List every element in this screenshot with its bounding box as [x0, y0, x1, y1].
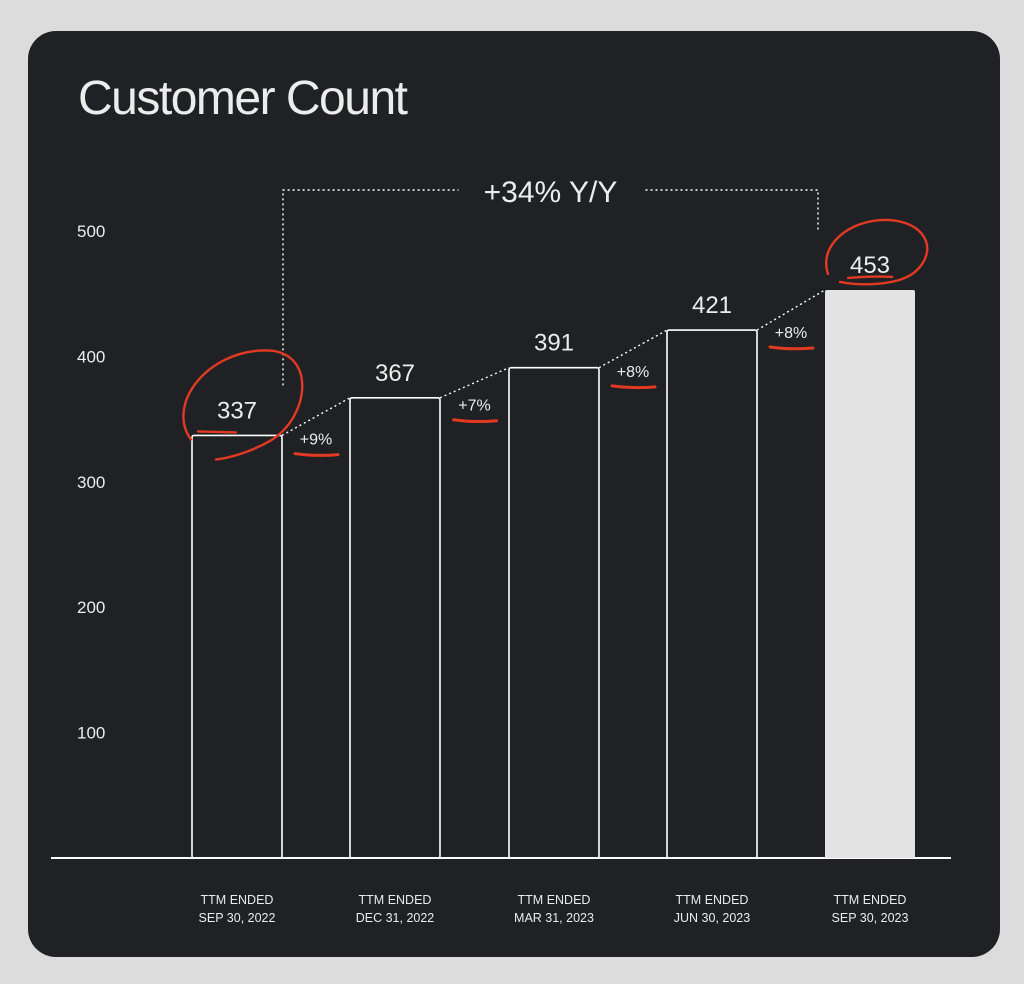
y-tick-label: 300 [77, 473, 105, 492]
bar [666, 329, 758, 859]
growth-underline-annotation [610, 384, 657, 390]
growth-underline-annotation [293, 452, 340, 457]
yoy-growth-label: +34% Y/Y [484, 176, 618, 209]
yoy-bracket-left [282, 189, 459, 386]
value-circle-annotation [182, 349, 304, 461]
bar [508, 366, 600, 859]
growth-connector-line [756, 289, 826, 331]
x-tick-label: SEP 30, 2022 [199, 911, 276, 925]
growth-label: +7% [458, 398, 490, 415]
bar [825, 289, 915, 858]
x-tick-label: SEP 30, 2023 [832, 911, 909, 925]
customer-count-chart: 100 200 300 400 500 337 TTM ENDED SEP 30, 2022 3… [51, 176, 951, 925]
x-tick-label: MAR 31, 2023 [514, 911, 594, 925]
bar-value-label: 391 [534, 330, 574, 357]
bar-value-label: 421 [692, 292, 732, 319]
growth-label: +9% [300, 432, 332, 449]
growth-connector-line [281, 397, 351, 437]
growth-connector-line [439, 367, 510, 399]
x-tick-label: TTM ENDED [676, 893, 749, 907]
chart-card: Customer Count 100 200 300 400 500 337 TTM END… [28, 31, 1000, 957]
y-tick-label: 500 [77, 222, 105, 241]
y-tick-label: 100 [77, 724, 105, 743]
growth-underline-annotation [768, 345, 815, 351]
x-tick-label: JUN 30, 2023 [674, 911, 750, 925]
value-circle-annotation [825, 218, 929, 286]
y-tick-label: 400 [77, 347, 105, 366]
bar-value-label: 337 [217, 397, 257, 424]
x-tick-label: TTM ENDED [834, 893, 907, 907]
yoy-bracket-right [645, 189, 819, 230]
growth-connector-line [598, 329, 668, 369]
bar [191, 434, 283, 859]
chart-title: Customer Count [78, 72, 408, 125]
x-tick-label: DEC 31, 2022 [356, 911, 435, 925]
x-tick-label: TTM ENDED [359, 893, 432, 907]
x-tick-label: TTM ENDED [201, 893, 274, 907]
bar [349, 396, 441, 859]
x-tick-label: TTM ENDED [518, 893, 591, 907]
value-underline-annotation [846, 275, 894, 280]
growth-label: +8% [617, 364, 649, 381]
bar-value-label: 367 [375, 360, 415, 387]
bar-value-label: 453 [850, 252, 890, 279]
value-underline-annotation [196, 430, 238, 434]
growth-label: +8% [775, 325, 807, 342]
growth-underline-annotation [452, 418, 498, 424]
y-tick-label: 200 [77, 598, 105, 617]
